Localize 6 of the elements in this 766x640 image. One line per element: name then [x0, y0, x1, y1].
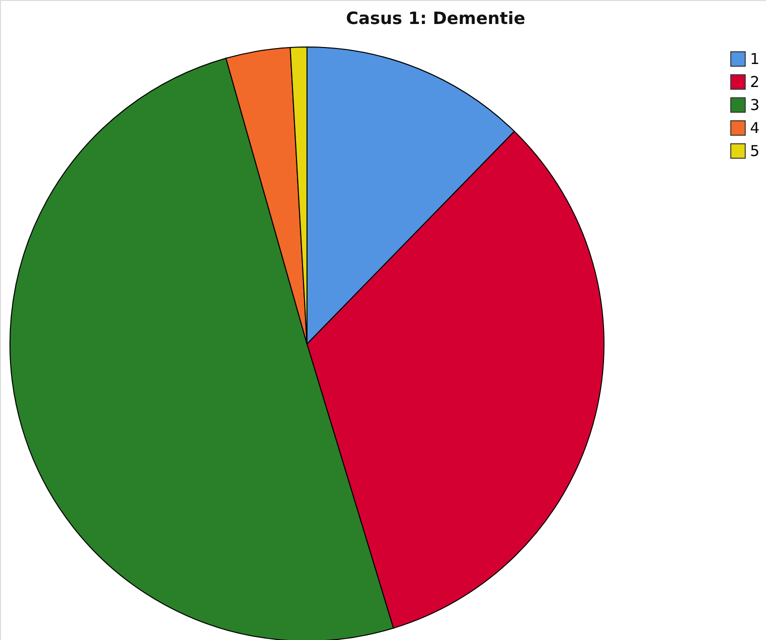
legend-label: 1: [750, 50, 760, 68]
legend-label: 5: [750, 142, 760, 160]
legend-label: 4: [750, 119, 760, 137]
legend-label: 3: [750, 96, 760, 114]
legend-label: 2: [750, 73, 760, 91]
chart-title: Casus 1: Dementie: [346, 9, 526, 29]
